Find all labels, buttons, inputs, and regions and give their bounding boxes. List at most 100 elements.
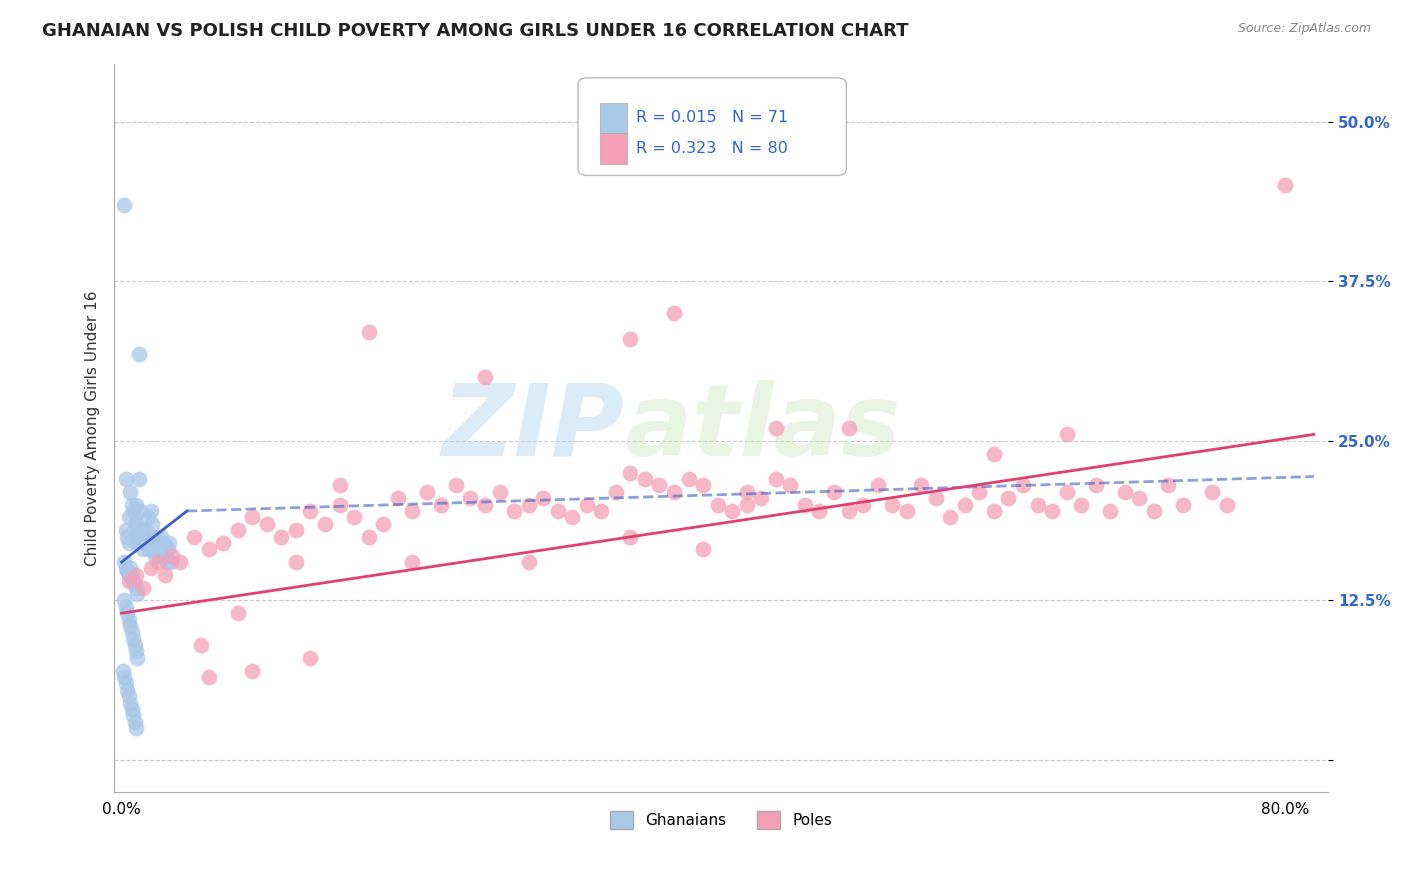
Point (146, 555, 169, 569)
Point (329, 498, 352, 512)
Point (117, 606, 139, 620)
Point (125, 530, 148, 544)
Point (152, 536, 174, 550)
Y-axis label: Child Poverty Among Girls Under 16: Child Poverty Among Girls Under 16 (86, 290, 100, 566)
Point (149, 530, 172, 544)
Point (561, 510, 583, 524)
Point (120, 696, 142, 710)
Point (121, 498, 143, 512)
Point (127, 536, 149, 550)
Text: Source: ZipAtlas.com: Source: ZipAtlas.com (1237, 22, 1371, 36)
Point (749, 491, 772, 506)
Point (125, 721, 148, 735)
Point (329, 478, 352, 492)
Point (148, 536, 170, 550)
Point (121, 567, 143, 582)
Point (619, 530, 641, 544)
Point (1143, 504, 1166, 518)
Point (114, 676, 136, 690)
Point (910, 478, 932, 492)
Point (117, 564, 139, 578)
Point (134, 523, 156, 537)
Point (155, 555, 177, 569)
Point (118, 613, 141, 627)
Point (1157, 478, 1180, 492)
Point (128, 472, 150, 486)
Point (838, 504, 860, 518)
Point (1026, 498, 1049, 512)
Point (416, 484, 439, 499)
Point (125, 644, 148, 658)
Point (256, 516, 278, 531)
Point (114, 561, 136, 575)
Point (114, 472, 136, 486)
Point (619, 466, 641, 480)
Point (128, 530, 150, 544)
Point (619, 332, 641, 346)
Point (153, 567, 176, 582)
Point (1171, 498, 1194, 512)
Point (444, 478, 467, 492)
Point (284, 555, 307, 569)
Point (240, 664, 263, 678)
Point (141, 516, 163, 531)
Point (135, 536, 157, 550)
Point (111, 664, 134, 678)
Point (838, 421, 860, 435)
Point (997, 491, 1019, 506)
Point (547, 504, 569, 518)
Point (517, 498, 540, 512)
Point (634, 472, 657, 486)
Point (270, 530, 292, 544)
Point (299, 651, 322, 665)
Point (226, 606, 249, 620)
FancyBboxPatch shape (600, 103, 627, 133)
Point (605, 484, 627, 499)
Point (939, 510, 962, 524)
Point (122, 632, 145, 646)
Text: GHANAIAN VS POLISH CHILD POVERTY AMONG GIRLS UNDER 16 CORRELATION CHART: GHANAIAN VS POLISH CHILD POVERTY AMONG G… (42, 22, 908, 40)
Point (430, 498, 453, 512)
Point (150, 542, 173, 557)
Point (779, 478, 801, 492)
Point (662, 484, 685, 499)
Point (127, 587, 149, 601)
Point (401, 555, 423, 569)
Point (127, 651, 149, 665)
Point (1012, 478, 1035, 492)
Point (129, 504, 152, 518)
Point (852, 498, 875, 512)
Point (240, 510, 263, 524)
FancyBboxPatch shape (578, 78, 846, 176)
Point (735, 484, 758, 499)
Point (142, 536, 165, 550)
Point (138, 542, 160, 557)
Point (969, 484, 991, 499)
Point (117, 530, 139, 544)
Point (122, 574, 145, 589)
Point (112, 555, 135, 569)
Point (118, 574, 141, 589)
Point (121, 625, 143, 640)
Point (118, 567, 141, 582)
Point (197, 542, 219, 557)
Point (706, 498, 728, 512)
Point (122, 504, 145, 518)
Point (1070, 498, 1092, 512)
Point (125, 567, 148, 582)
Point (112, 593, 135, 607)
Point (159, 536, 181, 550)
Text: R = 0.323   N = 80: R = 0.323 N = 80 (637, 141, 789, 156)
Point (125, 516, 148, 531)
Point (139, 561, 162, 575)
Point (765, 421, 787, 435)
Point (114, 599, 136, 614)
Text: atlas: atlas (624, 379, 901, 476)
Point (112, 670, 135, 684)
Point (160, 555, 183, 569)
Point (488, 484, 510, 499)
Point (896, 504, 918, 518)
Point (197, 670, 219, 684)
Point (1128, 491, 1150, 506)
Point (373, 516, 395, 531)
